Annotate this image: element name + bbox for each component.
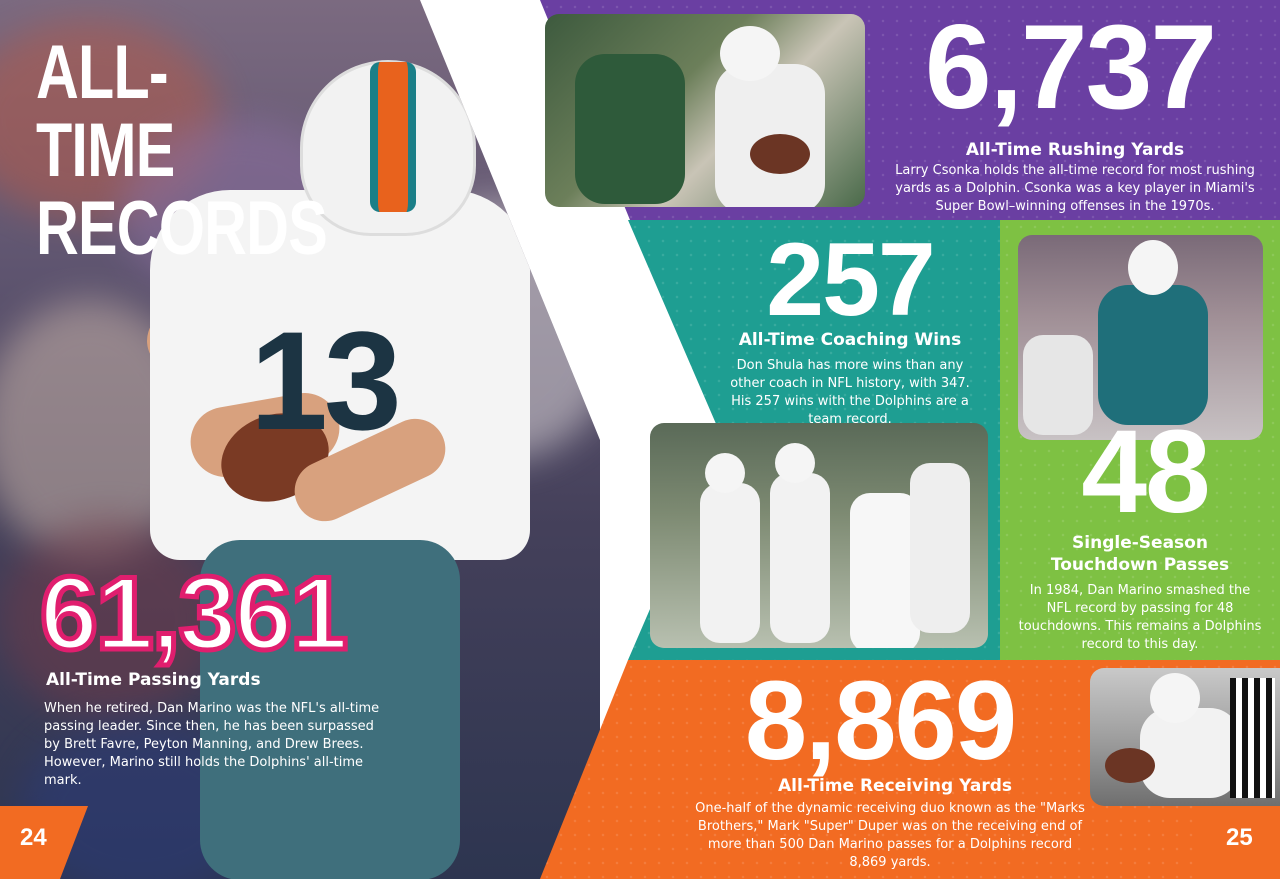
- touchdown-heading-line-1: Single-Season: [1072, 533, 1208, 553]
- coaching-wins-number: 257: [766, 222, 936, 338]
- passing-yards-body: When he retired, Dan Marino was the NFL'…: [44, 701, 380, 788]
- csonka-photo: [545, 14, 865, 207]
- shula-photo: [650, 423, 988, 648]
- pants: [200, 540, 460, 879]
- rushing-yards-body: Larry Csonka holds the all-time record f…: [895, 163, 1255, 214]
- rushing-yards-heading: All-Time Rushing Yards: [965, 140, 1185, 160]
- rushing-yards-number: 6,737: [924, 0, 1217, 134]
- receiving-yards-body: One-half of the dynamic receiving duo kn…: [695, 801, 1085, 870]
- page-number-left-label: 24: [20, 824, 47, 851]
- touchdown-passes-body: In 1984, Dan Marino smashed the NFL reco…: [1018, 583, 1262, 652]
- passing-yards-number: 61,361: [37, 554, 350, 675]
- marino-small-photo: [1018, 235, 1263, 440]
- page-number-right-label: 25: [1226, 824, 1253, 851]
- page-title: ALL-TIME RECORDS: [36, 30, 328, 271]
- touchdown-passes-number: 48: [1081, 406, 1210, 538]
- touchdown-passes-heading: Single-Season Touchdown Passes: [1010, 532, 1270, 576]
- title-line-1: ALL-TIME: [36, 30, 175, 193]
- touchdown-heading-line-2: Touchdown Passes: [1050, 555, 1230, 575]
- title-line-2: RECORDS: [36, 186, 328, 271]
- duper-photo: [1090, 668, 1280, 806]
- page-number-right: 25: [1200, 806, 1280, 879]
- receiving-yards-heading: All-Time Receiving Yards: [778, 776, 1012, 796]
- coaching-wins-body: Don Shula has more wins than any other c…: [730, 358, 970, 427]
- coaching-wins-heading: All-Time Coaching Wins: [738, 330, 962, 350]
- jersey-number: 13: [250, 302, 402, 459]
- receiving-yards-number: 8,869: [744, 658, 1017, 783]
- passing-yards-heading: All-Time Passing Yards: [46, 670, 261, 690]
